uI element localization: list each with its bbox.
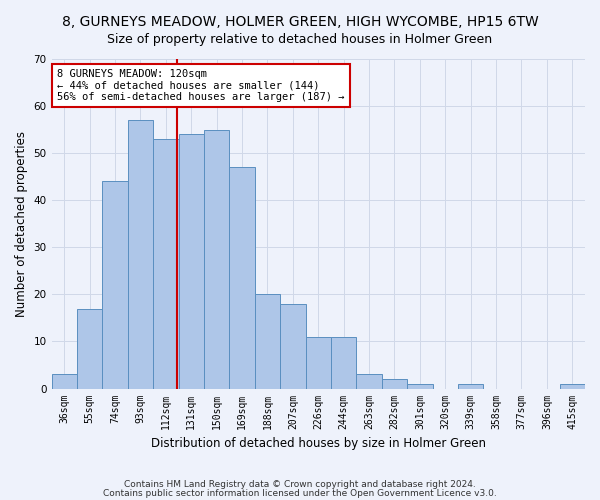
- Bar: [179, 134, 204, 388]
- Bar: [356, 374, 382, 388]
- Text: 8 GURNEYS MEADOW: 120sqm
← 44% of detached houses are smaller (144)
56% of semi-: 8 GURNEYS MEADOW: 120sqm ← 44% of detach…: [57, 69, 344, 102]
- X-axis label: Distribution of detached houses by size in Holmer Green: Distribution of detached houses by size …: [151, 437, 486, 450]
- Text: Contains HM Land Registry data © Crown copyright and database right 2024.: Contains HM Land Registry data © Crown c…: [124, 480, 476, 489]
- Bar: [153, 139, 179, 388]
- Bar: [305, 337, 331, 388]
- Y-axis label: Number of detached properties: Number of detached properties: [15, 131, 28, 317]
- Bar: [128, 120, 153, 388]
- Bar: [407, 384, 433, 388]
- Bar: [204, 130, 229, 388]
- Text: Contains public sector information licensed under the Open Government Licence v3: Contains public sector information licen…: [103, 489, 497, 498]
- Bar: [280, 304, 305, 388]
- Bar: [52, 374, 77, 388]
- Text: 8, GURNEYS MEADOW, HOLMER GREEN, HIGH WYCOMBE, HP15 6TW: 8, GURNEYS MEADOW, HOLMER GREEN, HIGH WY…: [62, 15, 538, 29]
- Bar: [331, 337, 356, 388]
- Bar: [77, 308, 103, 388]
- Bar: [382, 379, 407, 388]
- Bar: [103, 182, 128, 388]
- Bar: [560, 384, 585, 388]
- Text: Size of property relative to detached houses in Holmer Green: Size of property relative to detached ho…: [107, 32, 493, 46]
- Bar: [229, 168, 255, 388]
- Bar: [458, 384, 484, 388]
- Bar: [255, 294, 280, 388]
